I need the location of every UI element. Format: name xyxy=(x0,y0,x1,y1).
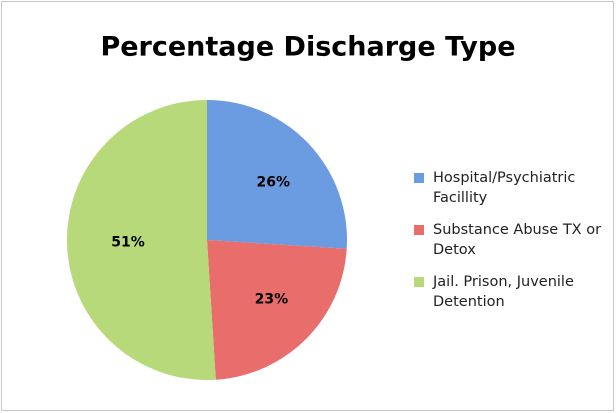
pie-slice xyxy=(66,100,216,381)
pie-slice xyxy=(207,240,347,380)
pie-slice xyxy=(207,100,347,249)
legend-swatch xyxy=(414,277,424,287)
legend-label: Jail. Prison, Juvenile Detention xyxy=(433,274,574,310)
legend-label: Hospital/Psychiatric Facillity xyxy=(433,170,576,206)
data-label: 23% xyxy=(255,291,289,307)
legend-item: Jail. Prison, Juvenile Detention xyxy=(414,272,604,312)
legend-swatch xyxy=(414,225,424,235)
legend-item: Substance Abuse TX or Detox xyxy=(414,220,604,260)
data-label: 51% xyxy=(111,235,145,251)
legend-swatch xyxy=(414,173,424,183)
legend: Hospital/Psychiatric Facillity Substance … xyxy=(414,168,604,324)
data-label: 26% xyxy=(256,174,290,190)
legend-item: Hospital/Psychiatric Facillity xyxy=(414,168,604,208)
legend-label: Substance Abuse TX or Detox xyxy=(433,222,602,258)
chart-title: Percentage Discharge Type xyxy=(100,32,515,63)
